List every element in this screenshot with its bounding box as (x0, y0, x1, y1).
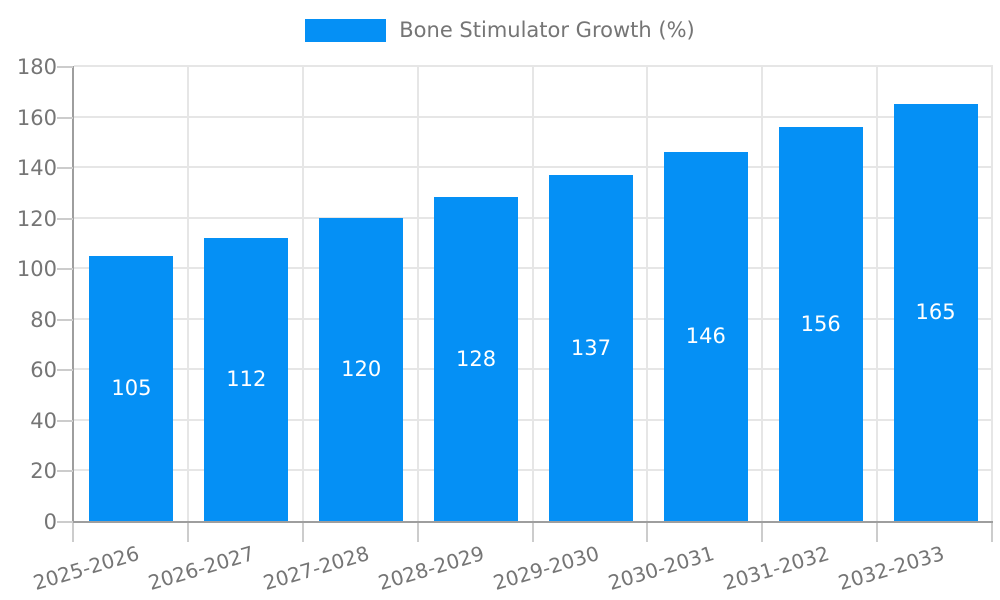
plot-area: 105 112 120 128 137 146 156 165 (72, 65, 993, 523)
bar-value-label: 128 (456, 347, 497, 372)
x-tick-label: 2032-2033 (835, 541, 947, 595)
h-gridline (74, 368, 993, 371)
v-gridline (876, 66, 879, 521)
bar-value-label: 120 (341, 357, 382, 382)
h-gridline (74, 115, 993, 118)
y-tick (57, 318, 73, 321)
v-gridline (761, 66, 764, 521)
legend-swatch (305, 18, 387, 42)
y-tick (57, 116, 73, 119)
y-tick (57, 419, 73, 422)
y-tick-label: 180 (16, 55, 57, 79)
h-gridline (74, 267, 993, 270)
v-gridline (531, 66, 534, 521)
bar[interactable]: 128 (434, 197, 519, 521)
bar[interactable]: 105 (89, 255, 174, 521)
v-gridline (416, 66, 419, 521)
y-tick-label: 100 (16, 257, 57, 282)
x-tick (72, 523, 74, 542)
y-tick-label: 40 (30, 408, 57, 433)
y-tick-label: 20 (30, 459, 57, 484)
bar[interactable]: 112 (204, 237, 289, 521)
x-tick-label: 2026-2027 (145, 541, 258, 595)
y-tick (57, 369, 73, 372)
x-tick (761, 523, 764, 542)
x-tick (416, 523, 419, 542)
y-tick-label: 120 (16, 206, 57, 231)
bar-value-label: 137 (570, 335, 611, 360)
x-tick-label: 2028-2029 (375, 541, 487, 595)
x-tick-label: 2027-2028 (260, 541, 373, 595)
bar-value-label: 165 (915, 300, 956, 325)
x-tick-label: 2029-2030 (490, 541, 602, 595)
x-tick (646, 523, 649, 542)
bar[interactable]: 146 (663, 151, 748, 521)
x-tick (991, 523, 993, 542)
x-tick (876, 523, 879, 542)
bar-value-label: 112 (226, 367, 267, 392)
y-tick-label: 0 (43, 510, 57, 534)
h-gridline (74, 418, 993, 421)
h-gridline (74, 469, 993, 472)
v-gridline (991, 66, 993, 521)
bar[interactable]: 156 (778, 126, 863, 521)
h-gridline (74, 216, 993, 219)
v-gridline (646, 66, 649, 521)
y-tick-label: 60 (30, 358, 57, 383)
bar-value-label: 105 (111, 376, 152, 401)
y-tick-label: 80 (30, 307, 57, 332)
x-tick (301, 523, 304, 542)
h-gridline (74, 65, 993, 67)
x-tick-label: 2025-2026 (30, 541, 143, 595)
v-gridline (301, 66, 304, 521)
v-gridline (186, 66, 189, 521)
y-tick (57, 470, 73, 473)
y-tick (57, 167, 73, 170)
bar[interactable]: 165 (893, 103, 978, 521)
x-tick-label: 2031-2032 (720, 541, 832, 595)
x-tick-label: 2030-2031 (605, 541, 717, 595)
bar[interactable]: 137 (548, 174, 633, 521)
x-tick (186, 523, 189, 542)
h-gridline (74, 317, 993, 320)
y-tick-label: 160 (16, 105, 57, 130)
y-tick (57, 217, 73, 220)
bar[interactable]: 120 (319, 217, 404, 521)
x-axis-line (72, 521, 993, 523)
x-tick (531, 523, 534, 542)
bar-value-label: 156 (800, 311, 841, 336)
y-tick (57, 268, 73, 271)
bar-value-label: 146 (685, 324, 726, 349)
y-axis-line (72, 66, 74, 523)
y-tick-label: 140 (16, 156, 57, 181)
y-tick (57, 66, 73, 68)
y-tick (57, 521, 73, 523)
legend[interactable]: Bone Stimulator Growth (%) (0, 17, 1000, 43)
legend-label: Bone Stimulator Growth (%) (399, 18, 695, 42)
h-gridline (74, 166, 993, 169)
